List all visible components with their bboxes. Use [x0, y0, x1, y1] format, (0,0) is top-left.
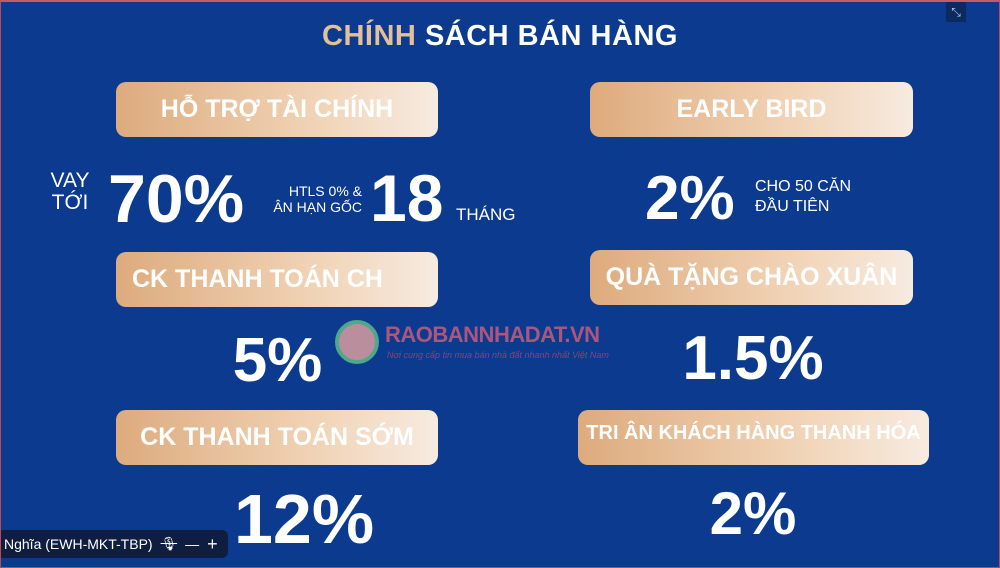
- early-payment-value: 12%: [234, 480, 375, 558]
- participant-name: Nghĩa (EWH-MKT-TBP): [4, 536, 153, 552]
- title-accent: CHÍNH: [322, 20, 417, 52]
- watermark-tagline: Nơi cung cấp tin mua bán nhà đất nhanh n…: [387, 350, 609, 360]
- mic-muted-icon[interactable]: 🎙: [160, 536, 178, 551]
- appreciation-value: 2%: [709, 480, 797, 547]
- months-value: 18: [370, 161, 444, 235]
- pill-deferred-payment: CK THANH TOÁN CH: [116, 252, 438, 307]
- pill-spring-gift: QUÀ TẶNG CHÀO XUÂN: [590, 250, 913, 305]
- loan-note: HTLS 0% & ÂN HẠN GỐC: [273, 183, 362, 216]
- early-bird-value: 2%: [645, 164, 735, 233]
- exit-fullscreen-icon[interactable]: ⤡: [946, 2, 966, 22]
- watermark: RAOBANNHADAT.VN Nơi cung cấp tin mua bán…: [335, 318, 635, 368]
- watermark-logo-icon: [335, 320, 379, 364]
- title-rest: SÁCH BÁN HÀNG: [416, 20, 678, 52]
- pill-early-bird: EARLY BIRD: [590, 82, 913, 137]
- spring-gift-value: 1.5%: [682, 324, 824, 393]
- minimize-button[interactable]: —: [185, 536, 200, 552]
- slide-title: CHÍNH SÁCH BÁN HÀNG: [0, 20, 1000, 53]
- participant-bar: Nghĩa (EWH-MKT-TBP) 🎙 — +: [0, 530, 228, 558]
- watermark-name: RAOBANNHADAT.VN: [385, 322, 600, 348]
- expand-button[interactable]: +: [207, 533, 218, 554]
- months-unit: THÁNG: [456, 205, 516, 224]
- pill-financial-support: HỖ TRỢ TÀI CHÍNH: [116, 82, 438, 137]
- loan-prefix: VAY TỚI: [50, 169, 90, 215]
- deferred-value: 5%: [232, 326, 323, 395]
- pill-early-payment: CK THANH TOÁN SỚM: [116, 410, 438, 465]
- watermark-name-text: RAOBANNHADAT.VN: [385, 322, 600, 347]
- early-bird-note: CHO 50 CĂN ĐẦU TIÊN: [755, 178, 852, 215]
- loan-value: 70%: [108, 161, 245, 237]
- pill-customer-appreciation: TRI ÂN KHÁCH HÀNG THANH HÓA: [578, 410, 929, 465]
